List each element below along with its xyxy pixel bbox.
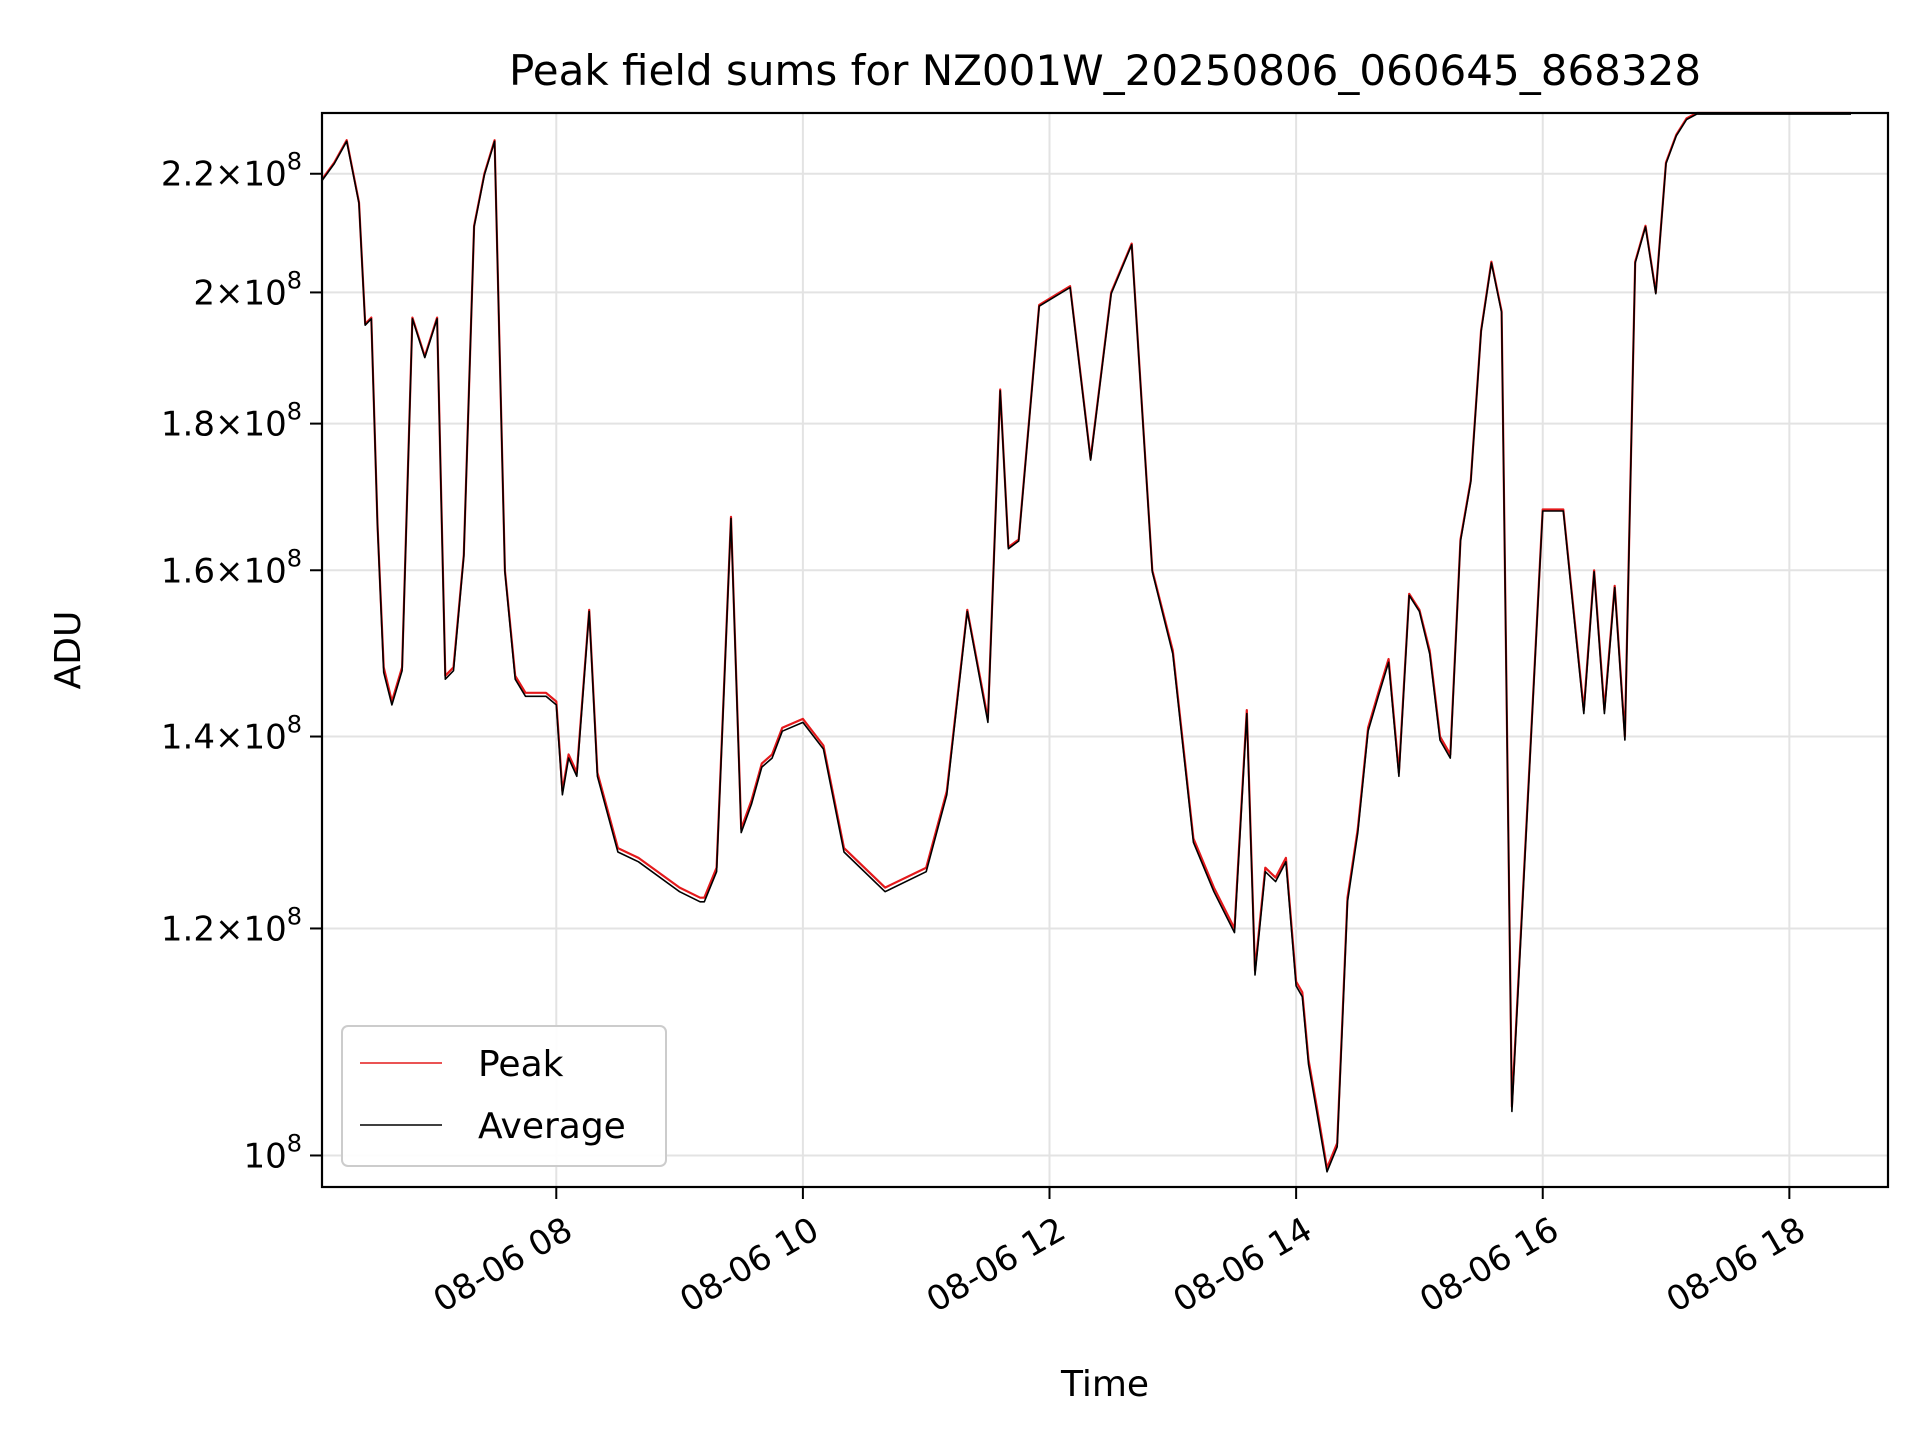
y-axis-label: ADU xyxy=(48,611,89,690)
y-tick-label: 2.2×108 xyxy=(161,148,302,195)
y-tick-label: 108 xyxy=(243,1129,302,1176)
y-tick-label: 1.4×108 xyxy=(161,711,302,758)
legend: Peak Average xyxy=(341,1025,667,1167)
chart-title: Peak field sums for NZ001W_20250806_0606… xyxy=(509,46,1701,95)
legend-label-average: Average xyxy=(478,1106,626,1147)
series-line-average xyxy=(321,113,1851,1173)
series-layer xyxy=(321,111,1851,1173)
legend-label-peak: Peak xyxy=(478,1044,564,1085)
y-tick-label: 1.6×108 xyxy=(161,544,302,591)
y-axis-ticks: 108 1.2×108 1.4×108 1.6×108 1.8×108 2×108 2.2×… xyxy=(161,148,322,1176)
grid xyxy=(322,113,1888,1187)
plot-frame xyxy=(320,111,1890,1189)
legend-box xyxy=(341,1025,667,1167)
x-axis-label: Time xyxy=(1060,1364,1149,1405)
y-tick-label: 1.8×108 xyxy=(161,398,302,445)
y-tick-label: 2×108 xyxy=(193,266,302,313)
y-tick-label: 1.2×108 xyxy=(161,902,302,949)
